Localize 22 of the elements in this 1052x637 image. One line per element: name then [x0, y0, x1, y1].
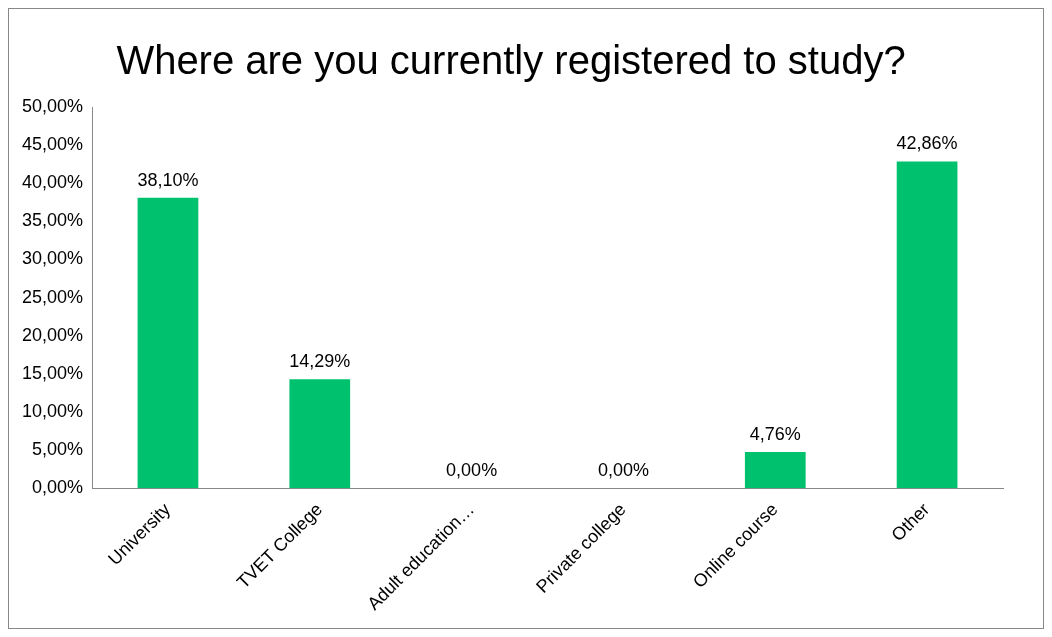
y-tick-label: 40,00%: [21, 172, 84, 193]
y-tick-label: 30,00%: [21, 248, 84, 269]
y-tick-label: 15,00%: [21, 362, 84, 383]
data-label: 0,00%: [597, 460, 649, 481]
bar: [744, 451, 806, 489]
data-label: 14,29%: [289, 351, 351, 372]
bar: [896, 161, 958, 489]
bar: [137, 197, 199, 489]
y-tick-label: 10,00%: [21, 400, 84, 421]
y-tick-label: 35,00%: [21, 210, 84, 231]
y-tick-label: 50,00%: [21, 95, 84, 116]
y-tick-label: 25,00%: [21, 286, 84, 307]
chart-title: Where are you currently registered to study?: [116, 38, 906, 83]
data-label: 38,10%: [137, 169, 199, 190]
data-label: 42,86%: [896, 133, 958, 154]
y-tick-label: 20,00%: [21, 324, 84, 345]
data-label: 0,00%: [446, 460, 498, 481]
y-tick-label: 45,00%: [21, 134, 84, 155]
data-label: 4,76%: [749, 423, 801, 444]
bar: [289, 379, 351, 489]
y-tick-label: 5,00%: [32, 439, 84, 460]
y-tick-label: 0,00%: [32, 477, 84, 498]
